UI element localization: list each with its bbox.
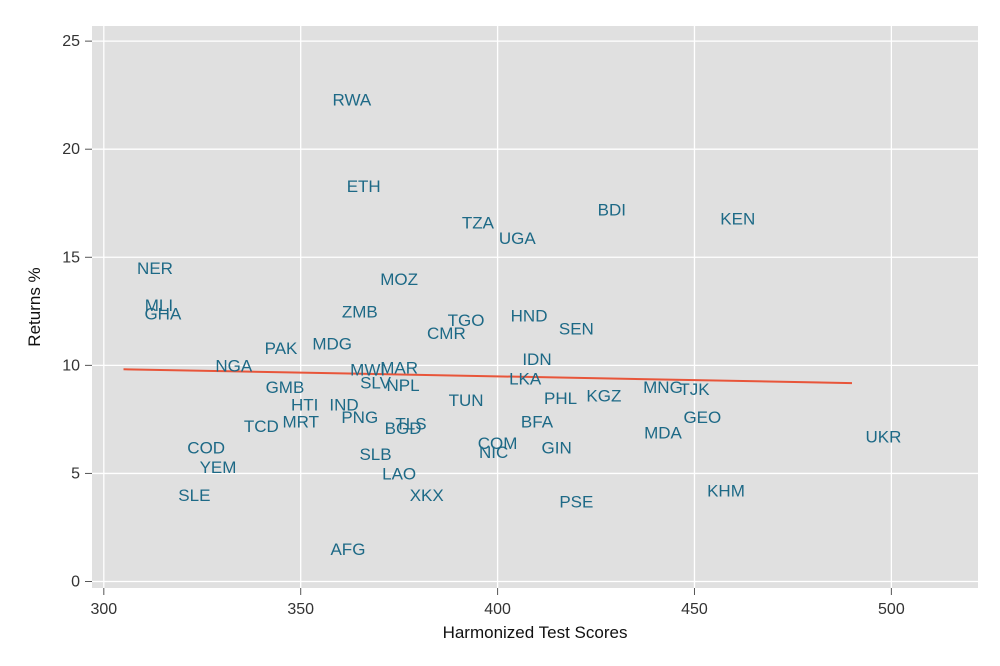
point-label-tjk: TJK <box>679 380 710 399</box>
point-label-png: PNG <box>341 408 378 427</box>
point-label-moz: MOZ <box>380 270 418 289</box>
point-label-com: COM <box>478 434 518 453</box>
fit-line <box>123 368 853 385</box>
fit-line-group <box>123 368 853 385</box>
point-label-nic: NIC <box>479 443 508 462</box>
point-label-bfa: BFA <box>521 413 554 432</box>
point-label-pak: PAK <box>265 339 298 358</box>
point-label-rwa: RWA <box>333 90 372 109</box>
point-label-bdi: BDI <box>598 201 626 220</box>
point-label-cod: COD <box>187 439 225 458</box>
point-label-gha: GHA <box>144 304 182 323</box>
point-label-phl: PHL <box>544 389 577 408</box>
point-label-eth: ETH <box>347 177 381 196</box>
x-tick-label: 350 <box>287 601 314 618</box>
point-label-lao: LAO <box>382 464 416 483</box>
point-label-tza: TZA <box>462 214 495 233</box>
point-label-sen: SEN <box>559 320 594 339</box>
plot-background <box>92 26 978 588</box>
point-label-mrt: MRT <box>282 413 319 432</box>
point-label-tgo: TGO <box>448 311 485 330</box>
point-label-nga: NGA <box>215 356 253 375</box>
point-label-mwi: MWI <box>350 361 385 380</box>
y-axis-title: Returns % <box>25 267 44 346</box>
point-label-cmr: CMR <box>427 324 466 343</box>
y-tick-label: 25 <box>62 33 80 50</box>
point-label-xkx: XKX <box>410 486 444 505</box>
point-label-ken: KEN <box>720 209 755 228</box>
axes: 300 350 400 450 500 0 5 10 15 20 25 <box>62 33 905 618</box>
point-label-gmb: GMB <box>266 378 305 397</box>
y-tick-label: 0 <box>71 574 80 591</box>
point-label-yem: YEM <box>200 458 237 477</box>
point-label-slb: SLB <box>359 445 391 464</box>
point-label-slv: SLV <box>360 374 392 393</box>
point-label-zmb: ZMB <box>342 302 378 321</box>
point-label-mda: MDA <box>644 423 682 442</box>
point-label-geo: GEO <box>683 408 721 427</box>
point-label-lka: LKA <box>509 369 542 388</box>
y-tick-label: 20 <box>62 141 80 158</box>
point-label-bgd: BGD <box>385 419 422 438</box>
point-label-tun: TUN <box>449 391 484 410</box>
point-label-mli: MLI <box>145 296 173 315</box>
point-label-mar: MAR <box>380 359 418 378</box>
y-tick-label: 10 <box>62 357 80 374</box>
point-label-khm: KHM <box>707 482 745 501</box>
point-label-mdg: MDG <box>312 335 352 354</box>
y-tick-label: 5 <box>71 465 80 482</box>
point-label-hti: HTI <box>291 395 318 414</box>
point-label-kgz: KGZ <box>586 387 621 406</box>
point-label-tls: TLS <box>395 415 426 434</box>
point-label-sle: SLE <box>178 486 210 505</box>
point-label-ind: IND <box>329 395 358 414</box>
x-tick-label: 300 <box>90 601 117 618</box>
grid-lines <box>92 26 978 588</box>
point-label-uga: UGA <box>499 229 537 248</box>
point-label-ukr: UKR <box>866 428 902 447</box>
x-tick-label: 450 <box>681 601 708 618</box>
point-label-idn: IDN <box>522 350 551 369</box>
point-label-ner: NER <box>137 259 173 278</box>
point-label-hnd: HND <box>511 307 548 326</box>
point-label-npl: NPL <box>387 376 420 395</box>
point-label-tcd: TCD <box>244 417 279 436</box>
x-tick-label: 400 <box>484 601 511 618</box>
point-label-afg: AFG <box>330 540 365 559</box>
y-tick-label: 15 <box>62 249 80 266</box>
x-axis-title: Harmonized Test Scores <box>443 623 628 642</box>
point-label-gin: GIN <box>542 439 572 458</box>
point-label-mng: MNG <box>643 378 683 397</box>
point-label-pse: PSE <box>559 493 593 512</box>
x-tick-label: 500 <box>878 601 905 618</box>
